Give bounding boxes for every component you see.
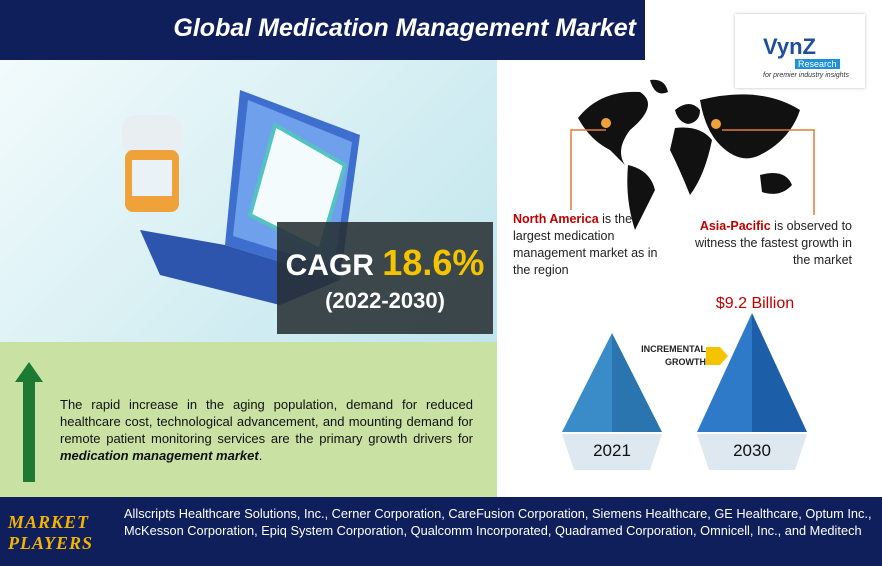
growth-label: INCREMENTAL GROWTH bbox=[626, 343, 706, 369]
year-label: 2030 bbox=[733, 441, 771, 460]
cagr-period: (2022-2030) bbox=[325, 288, 445, 313]
map-australia bbox=[760, 172, 792, 194]
map-south-america bbox=[627, 165, 655, 230]
growth-line: INCREMENTAL bbox=[641, 344, 706, 354]
title-band bbox=[0, 0, 645, 60]
arrow-head bbox=[15, 362, 43, 382]
pyramid-base bbox=[562, 434, 662, 470]
driver-text: The rapid increase in the aging populati… bbox=[60, 396, 473, 464]
map-greenland bbox=[650, 79, 668, 94]
map-africa bbox=[670, 127, 712, 195]
pyramid-2030 bbox=[697, 313, 752, 432]
players-label-line: MARKET bbox=[8, 512, 90, 532]
players-list: Allscripts Healthcare Solutions, Inc., C… bbox=[124, 506, 872, 538]
logo-sub: Research bbox=[795, 59, 840, 69]
growth-arrow bbox=[706, 347, 728, 365]
pyramid-2021 bbox=[612, 333, 662, 432]
region-name: North America bbox=[513, 212, 599, 226]
logo-tagline: for premier industry insights bbox=[763, 72, 849, 79]
region-text: is observed to witness the fastest growt… bbox=[694, 219, 852, 267]
driver-emphasis: medication management market bbox=[60, 448, 259, 463]
pin-asia-pacific bbox=[711, 119, 721, 129]
driver-body: The rapid increase in the aging populati… bbox=[60, 397, 473, 446]
pyramid-2030 bbox=[752, 313, 807, 432]
growth-line: GROWTH bbox=[665, 357, 706, 367]
logo: VynZ Research for premier industry insig… bbox=[735, 14, 865, 88]
players-label: MARKET PLAYERS bbox=[8, 512, 93, 554]
cagr-box: CAGR 18.6% (2022-2030) bbox=[277, 222, 493, 334]
pin-north-america bbox=[601, 118, 611, 128]
leader-line bbox=[722, 129, 815, 215]
cagr-value: 18.6% bbox=[382, 242, 485, 283]
bottle-label bbox=[132, 160, 172, 196]
map-europe bbox=[675, 104, 700, 124]
players-label-line: PLAYERS bbox=[8, 533, 94, 553]
arrow-shaft bbox=[23, 380, 35, 482]
year-label: 2021 bbox=[593, 441, 631, 460]
market-value: $9.2 Billion bbox=[715, 295, 795, 312]
cagr-label: CAGR bbox=[285, 249, 374, 282]
leader-line bbox=[570, 129, 606, 210]
title: Global Medication Management Market bbox=[173, 14, 636, 42]
map-asia bbox=[700, 94, 800, 159]
north-america-note: North America is the largest medication … bbox=[513, 211, 663, 279]
players-band bbox=[0, 497, 882, 566]
logo-name: VynZ bbox=[763, 34, 816, 59]
drivers-panel bbox=[0, 342, 497, 497]
region-text: is the largest medication management mar… bbox=[513, 212, 658, 277]
bottle-cap bbox=[122, 115, 182, 155]
pyramid-base bbox=[697, 434, 807, 470]
cagr-line: CAGR 18.6% bbox=[277, 242, 493, 284]
asia-pacific-note: Asia-Pacific is observed to witness the … bbox=[690, 218, 852, 269]
driver-end: . bbox=[258, 448, 263, 463]
region-name: Asia-Pacific bbox=[699, 219, 771, 233]
map-north-america bbox=[578, 91, 648, 165]
pyramid-2021 bbox=[562, 333, 612, 432]
